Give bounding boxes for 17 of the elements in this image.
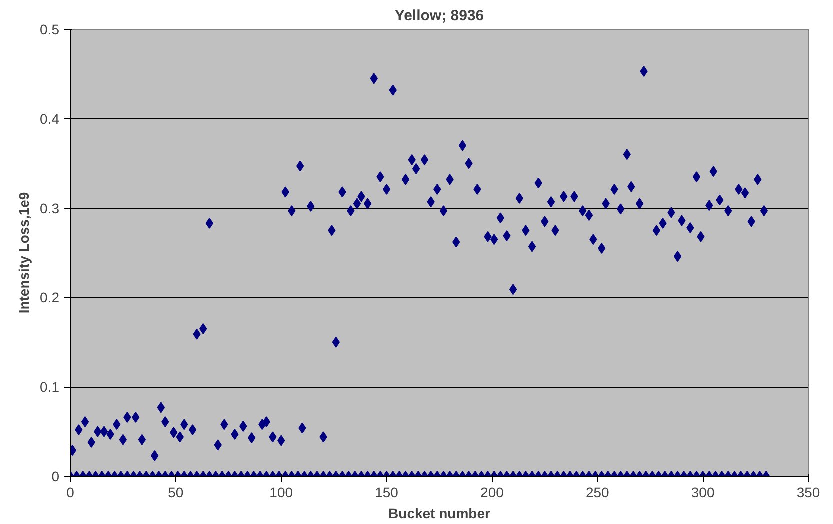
x-axis-title: Bucket number bbox=[388, 506, 492, 522]
y-tick-label: 0 bbox=[52, 468, 60, 484]
x-tick-label: 200 bbox=[480, 484, 504, 500]
x-tick-label: 300 bbox=[691, 484, 715, 500]
y-axis-title: Intensity Loss,1e9 bbox=[16, 192, 32, 314]
y-tick-label: 0.5 bbox=[40, 22, 60, 38]
x-tick-label: 100 bbox=[270, 484, 294, 500]
y-tick-label: 0.3 bbox=[40, 200, 60, 216]
x-tick-label: 150 bbox=[375, 484, 399, 500]
x-tick-label: 350 bbox=[796, 484, 820, 500]
y-tick-label: 0.4 bbox=[40, 110, 60, 127]
x-tick-label: 250 bbox=[586, 484, 610, 500]
x-tick-label: 50 bbox=[168, 484, 184, 500]
y-tick-label: 0.2 bbox=[40, 290, 60, 306]
x-tick-label: 0 bbox=[66, 484, 75, 500]
y-tick-label: 0.1 bbox=[40, 379, 60, 396]
chart-title: Yellow; 8936 bbox=[394, 8, 484, 24]
